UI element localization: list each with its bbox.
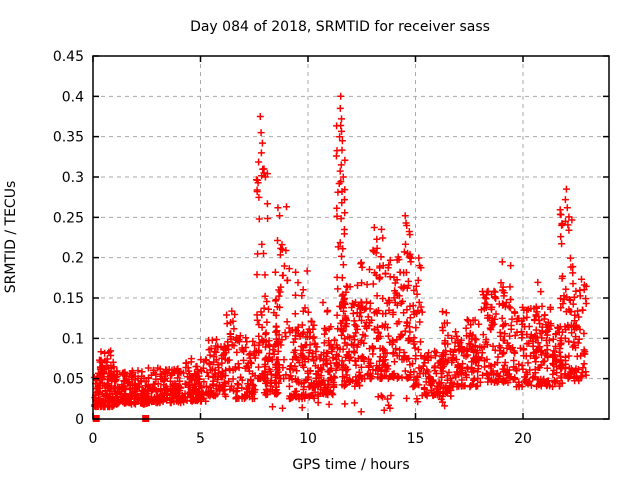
y-tick-label: 0.45 <box>53 49 84 65</box>
y-tick-label: 0.35 <box>53 130 84 146</box>
x-tick-label: 10 <box>299 431 317 447</box>
y-tick-labels: 0 0.05 0.1 0.15 0.2 0.25 0.3 0.35 0.4 0.45 <box>53 49 84 428</box>
y-tick-label: 0.15 <box>53 291 84 307</box>
chart-title: Day 084 of 2018, SRMTID for receiver sas… <box>190 19 490 35</box>
x-axis-label: GPS time / hours <box>292 457 409 473</box>
x-tick-label: 0 <box>89 431 98 447</box>
x-tick-label: 15 <box>407 431 425 447</box>
scatter-plus-markers <box>90 92 590 416</box>
data-points <box>90 92 590 416</box>
plot-frame <box>92 55 610 420</box>
y-tick-label: 0.25 <box>53 210 84 226</box>
y-tick-label: 0.2 <box>62 251 84 267</box>
y-tick-label: 0.1 <box>62 331 84 347</box>
x-tick-label: 5 <box>196 431 205 447</box>
x-tick-labels: 0 5 10 15 20 <box>89 431 532 447</box>
y-tick-label: 0 <box>75 412 84 428</box>
y-tick-label: 0.3 <box>62 170 84 186</box>
y-tick-label: 0.05 <box>53 372 84 388</box>
y-axis-label: SRMTID / TECUs <box>3 181 19 294</box>
x-tick-label: 20 <box>514 431 532 447</box>
y-tick-label: 0.4 <box>62 89 84 105</box>
